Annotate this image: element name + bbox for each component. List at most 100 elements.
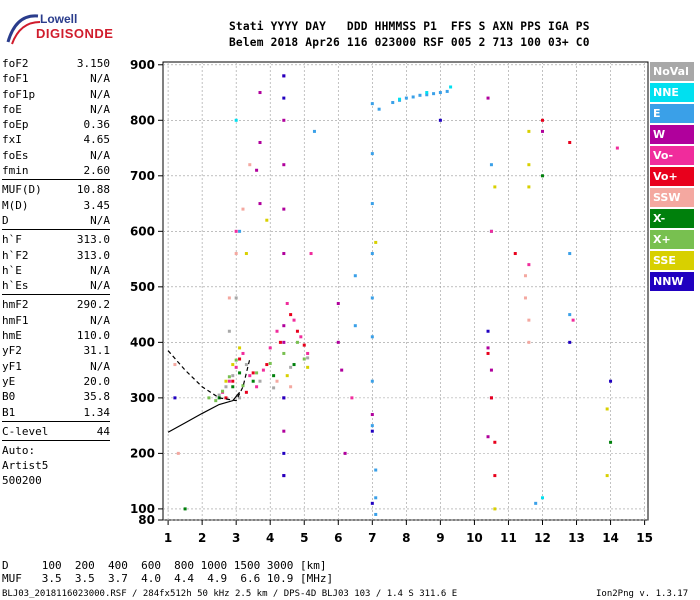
echo-point	[224, 396, 228, 400]
legend-item: NNE	[650, 83, 694, 102]
parameter-value: N/A	[90, 279, 110, 293]
echo-point	[238, 396, 242, 400]
echo-point	[493, 507, 497, 511]
echo-point	[353, 274, 357, 278]
parameter-value: 35.8	[83, 390, 111, 404]
echo-point	[295, 329, 299, 333]
auto-label: Auto:	[2, 444, 36, 458]
echo-point	[527, 129, 531, 133]
echo-point	[244, 390, 248, 394]
legend-item: SSE	[650, 251, 694, 270]
plot-frame	[162, 61, 649, 521]
x-tick-label: 8	[402, 531, 410, 545]
parameter-name: foF1	[2, 72, 29, 86]
parameter-row: h`F 313.0	[2, 232, 110, 247]
echo-point	[241, 351, 245, 355]
echo-point	[374, 496, 378, 500]
parameter-row: foEs N/A	[2, 148, 110, 163]
echo-point	[272, 374, 276, 378]
y-tick-label: 700	[130, 169, 155, 183]
x-tick-label: 1	[164, 531, 172, 545]
echo-point	[523, 296, 527, 300]
parameter-value: N/A	[90, 102, 110, 116]
echo-point	[370, 152, 374, 156]
echo-point	[449, 85, 453, 89]
echo-point	[540, 174, 544, 178]
echo-point	[425, 93, 429, 97]
x-tick-label: 9	[436, 531, 444, 545]
echo-point	[486, 329, 490, 333]
legend-item: W	[650, 125, 694, 144]
parameter-value: N/A	[90, 72, 110, 86]
parameter-row: yF1 N/A	[2, 359, 110, 374]
x-tick-label: 11	[500, 531, 517, 545]
echo-point	[370, 429, 374, 433]
echo-point	[241, 384, 245, 388]
echo-point	[527, 185, 531, 189]
echo-point	[285, 301, 289, 305]
parameter-value: 4.65	[83, 133, 111, 147]
parameter-name: h`E	[2, 263, 22, 277]
echo-point	[306, 356, 310, 360]
logo-line1: Lowell	[40, 12, 78, 26]
parameter-row: h`E N/A	[2, 263, 110, 278]
echo-point	[272, 386, 276, 390]
echo-point	[234, 229, 238, 233]
echo-point	[418, 93, 422, 97]
echo-point	[258, 91, 262, 95]
parameter-value: 3.45	[83, 198, 111, 212]
parameter-row: foF1p N/A	[2, 87, 110, 102]
parameter-row: MUF(D) 10.88	[2, 182, 110, 197]
x-tick-label: 6	[334, 531, 342, 545]
echo-point	[234, 358, 238, 362]
x-tick-label: 15	[636, 531, 653, 545]
y-tick-label: 500	[130, 280, 155, 294]
echo-point	[278, 340, 282, 344]
echo-point	[255, 385, 259, 389]
echo-point	[231, 379, 235, 383]
parameter-name: foE	[2, 102, 22, 116]
legend: NoVal NNE E W Vo- Vo+ SSW X- X+ SSE NNW	[650, 62, 694, 293]
echo-point	[251, 371, 255, 375]
echo-point	[370, 424, 374, 428]
echo-point	[370, 501, 374, 505]
legend-item: X+	[650, 230, 694, 249]
parameter-name: yF2	[2, 344, 22, 358]
echo-point	[513, 252, 517, 256]
echo-point	[234, 118, 238, 122]
parameter-name: foF1p	[2, 87, 36, 101]
echo-point	[295, 340, 299, 344]
x-tick-label: 12	[534, 531, 551, 545]
parameter-value: 110.0	[76, 329, 110, 343]
echo-point	[285, 374, 289, 378]
echo-point	[309, 252, 313, 256]
parameter-name: yE	[2, 374, 16, 388]
echo-point	[527, 318, 531, 322]
echo-point	[605, 474, 609, 478]
parameter-row: foE N/A	[2, 102, 110, 117]
echo-point	[258, 379, 262, 383]
echo-point	[248, 374, 252, 378]
echo-point	[336, 301, 340, 305]
echo-point	[224, 385, 228, 389]
parameter-row: foF2 3.150	[2, 56, 110, 71]
echo-point	[370, 296, 374, 300]
parameter-row: M(D) 3.45	[2, 198, 110, 213]
echo-point	[238, 346, 242, 350]
echo-point	[268, 346, 272, 350]
parameter-value: 10.88	[76, 183, 110, 197]
parameter-row: h`F2 313.0	[2, 248, 110, 263]
x-tick-label: 2	[198, 531, 206, 545]
echo-point	[489, 368, 493, 372]
echo-point	[302, 343, 306, 347]
legend-item: SSW	[650, 188, 694, 207]
parameter-name: h`F2	[2, 248, 29, 262]
legend-item: Vo+	[650, 167, 694, 186]
parameter-name: foF2	[2, 57, 29, 70]
parameter-value: N/A	[90, 148, 110, 162]
legend-item: NoVal	[650, 62, 694, 81]
muf-distance-row: D 100 200 400 600 800 1000 1500 3000 [km…	[2, 559, 327, 572]
echo-point	[268, 361, 272, 365]
parameter-name: h`F	[2, 233, 22, 247]
